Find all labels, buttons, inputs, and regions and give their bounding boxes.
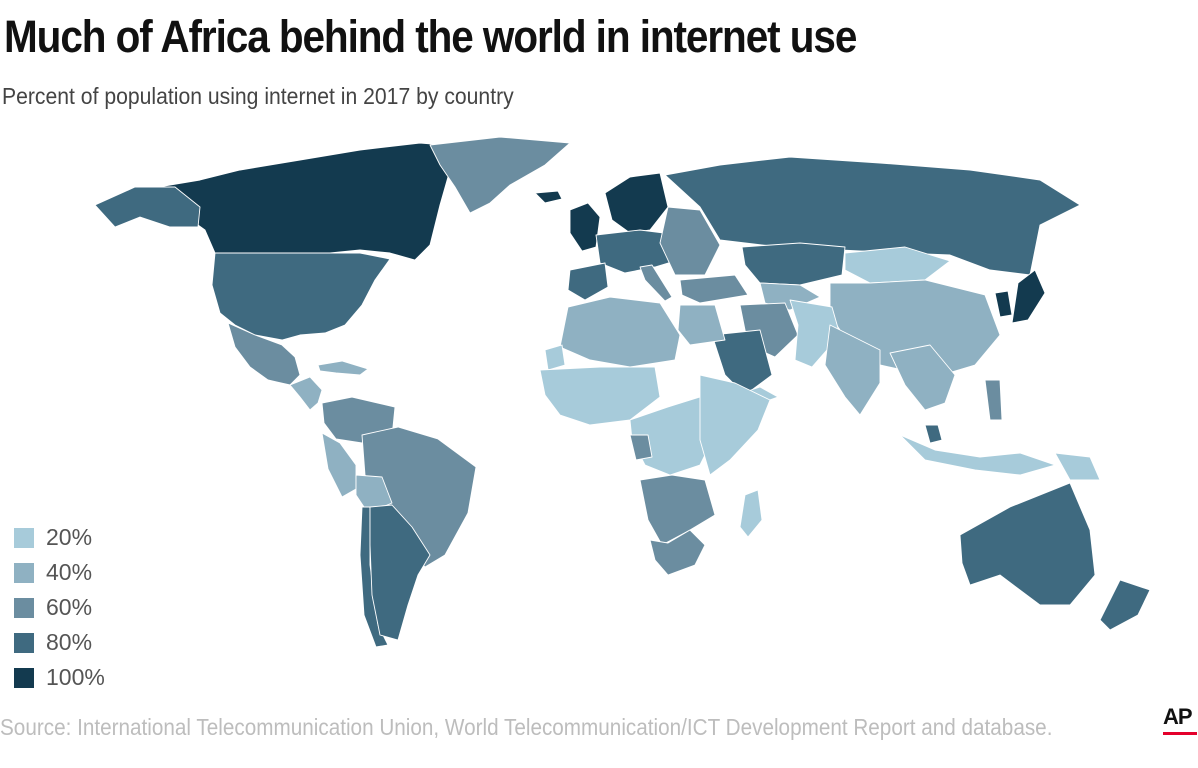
legend-item: 60% [14, 590, 105, 625]
legend-label: 20% [46, 524, 93, 550]
legend-swatch [14, 527, 34, 548]
legend-label: 80% [46, 629, 93, 655]
country-region [369, 504, 431, 641]
country-region [679, 274, 749, 304]
legend-item: 40% [14, 555, 105, 590]
source-note: Source: International Telecommunication … [0, 714, 1053, 740]
country-region [959, 482, 1096, 606]
country-region [741, 242, 846, 286]
country-region [227, 322, 301, 386]
legend-item: 20% [14, 520, 105, 555]
country-region [677, 304, 726, 346]
legend-swatch [14, 667, 34, 688]
country-region [824, 324, 881, 416]
country-region [544, 344, 566, 371]
country-region [211, 252, 391, 341]
country-region [639, 474, 716, 546]
country-region [629, 434, 653, 461]
country-region [534, 190, 563, 204]
country-region [321, 432, 357, 498]
country-region [649, 529, 706, 576]
ap-logo-text: AP [1163, 704, 1193, 729]
country-region [567, 262, 609, 301]
country-region [569, 202, 601, 252]
legend-item: 80% [14, 625, 105, 660]
country-region [994, 290, 1013, 318]
legend: 20% 40% 60% 80% 100% [14, 520, 105, 695]
legend-label: 100% [46, 664, 105, 690]
map-title: Much of Africa behind the world in inter… [4, 11, 857, 62]
legend-swatch [14, 562, 34, 583]
country-region [1011, 269, 1046, 324]
legend-item: 100% [14, 660, 105, 695]
world-map [94, 136, 1151, 648]
country-region [899, 434, 1056, 476]
country-region [984, 379, 1003, 421]
legend-swatch [14, 597, 34, 618]
country-region [429, 136, 571, 214]
country-region [604, 172, 669, 234]
country-region [317, 360, 369, 376]
country-region [639, 264, 673, 302]
country-region [711, 329, 773, 396]
country-region [889, 344, 956, 411]
country-region [699, 374, 771, 476]
country-region [739, 489, 763, 538]
map-subtitle: Percent of population using internet in … [2, 83, 514, 109]
legend-swatch [14, 632, 34, 653]
legend-label: 60% [46, 594, 93, 620]
country-region [659, 206, 721, 276]
country-region [1099, 579, 1151, 631]
legend-label: 40% [46, 559, 93, 585]
country-region [1054, 452, 1101, 481]
country-region [924, 424, 943, 444]
country-region [94, 186, 201, 228]
country-region [289, 376, 323, 411]
ap-logo-underline [1163, 732, 1197, 735]
country-region [559, 296, 681, 368]
ap-logo: AP [1163, 706, 1197, 735]
country-region [789, 299, 841, 368]
